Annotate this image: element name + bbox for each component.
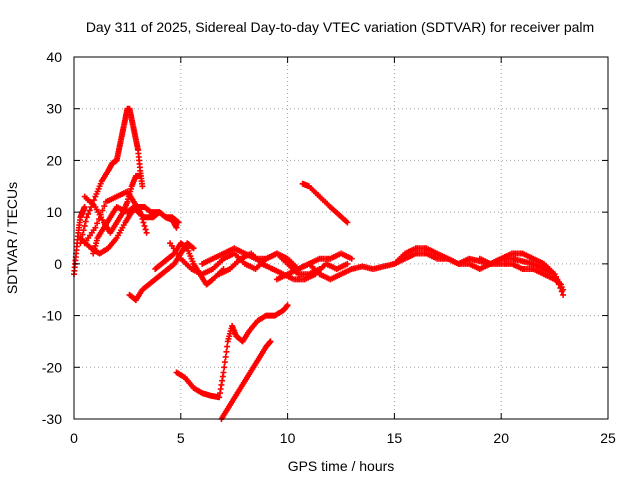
plot-frame [73, 56, 609, 420]
y-tick-label: -20 [42, 359, 62, 375]
y-tick-label: 30 [46, 101, 62, 117]
data-point-markers [299, 180, 351, 226]
x-tick-label: 15 [387, 430, 403, 446]
ticks-layer: 0 5 10 15 20 25 -30 -20 -10 0 10 20 30 40 [42, 49, 616, 446]
x-tick-label: 0 [70, 430, 78, 446]
series-arc-14 [173, 302, 291, 401]
data-point-markers [90, 204, 182, 257]
data-point-markers [273, 260, 355, 283]
series-arc-2 [77, 105, 146, 247]
data-point-markers [476, 250, 567, 298]
chart-title: Day 311 of 2025, Sidereal Day-to-day VTE… [86, 19, 594, 35]
grid-layer [74, 57, 608, 419]
y-tick-label: 0 [54, 256, 62, 272]
data-point-markers [391, 250, 564, 288]
x-tick-label: 10 [280, 430, 296, 446]
x-tick-label: 25 [600, 430, 616, 446]
y-tick-label: -30 [42, 411, 62, 427]
series-arc-17 [391, 250, 564, 288]
data-point-markers [173, 302, 291, 401]
y-tick-label: 10 [46, 204, 62, 220]
y-tick-label: 20 [46, 152, 62, 168]
series-arc-13 [299, 180, 351, 226]
series-arc-12 [273, 260, 355, 283]
x-tick-label: 5 [177, 430, 185, 446]
y-axis-label: SDTVAR / TECUs [4, 182, 20, 294]
data-point-markers [77, 105, 146, 247]
y-tick-label: 40 [46, 49, 62, 65]
series-arc-18 [476, 250, 567, 298]
data-layer [71, 105, 567, 422]
series-arc-6 [90, 204, 182, 257]
y-tick-label: -10 [42, 308, 62, 324]
x-tick-label: 20 [493, 430, 509, 446]
x-axis-label: GPS time / hours [288, 458, 395, 474]
